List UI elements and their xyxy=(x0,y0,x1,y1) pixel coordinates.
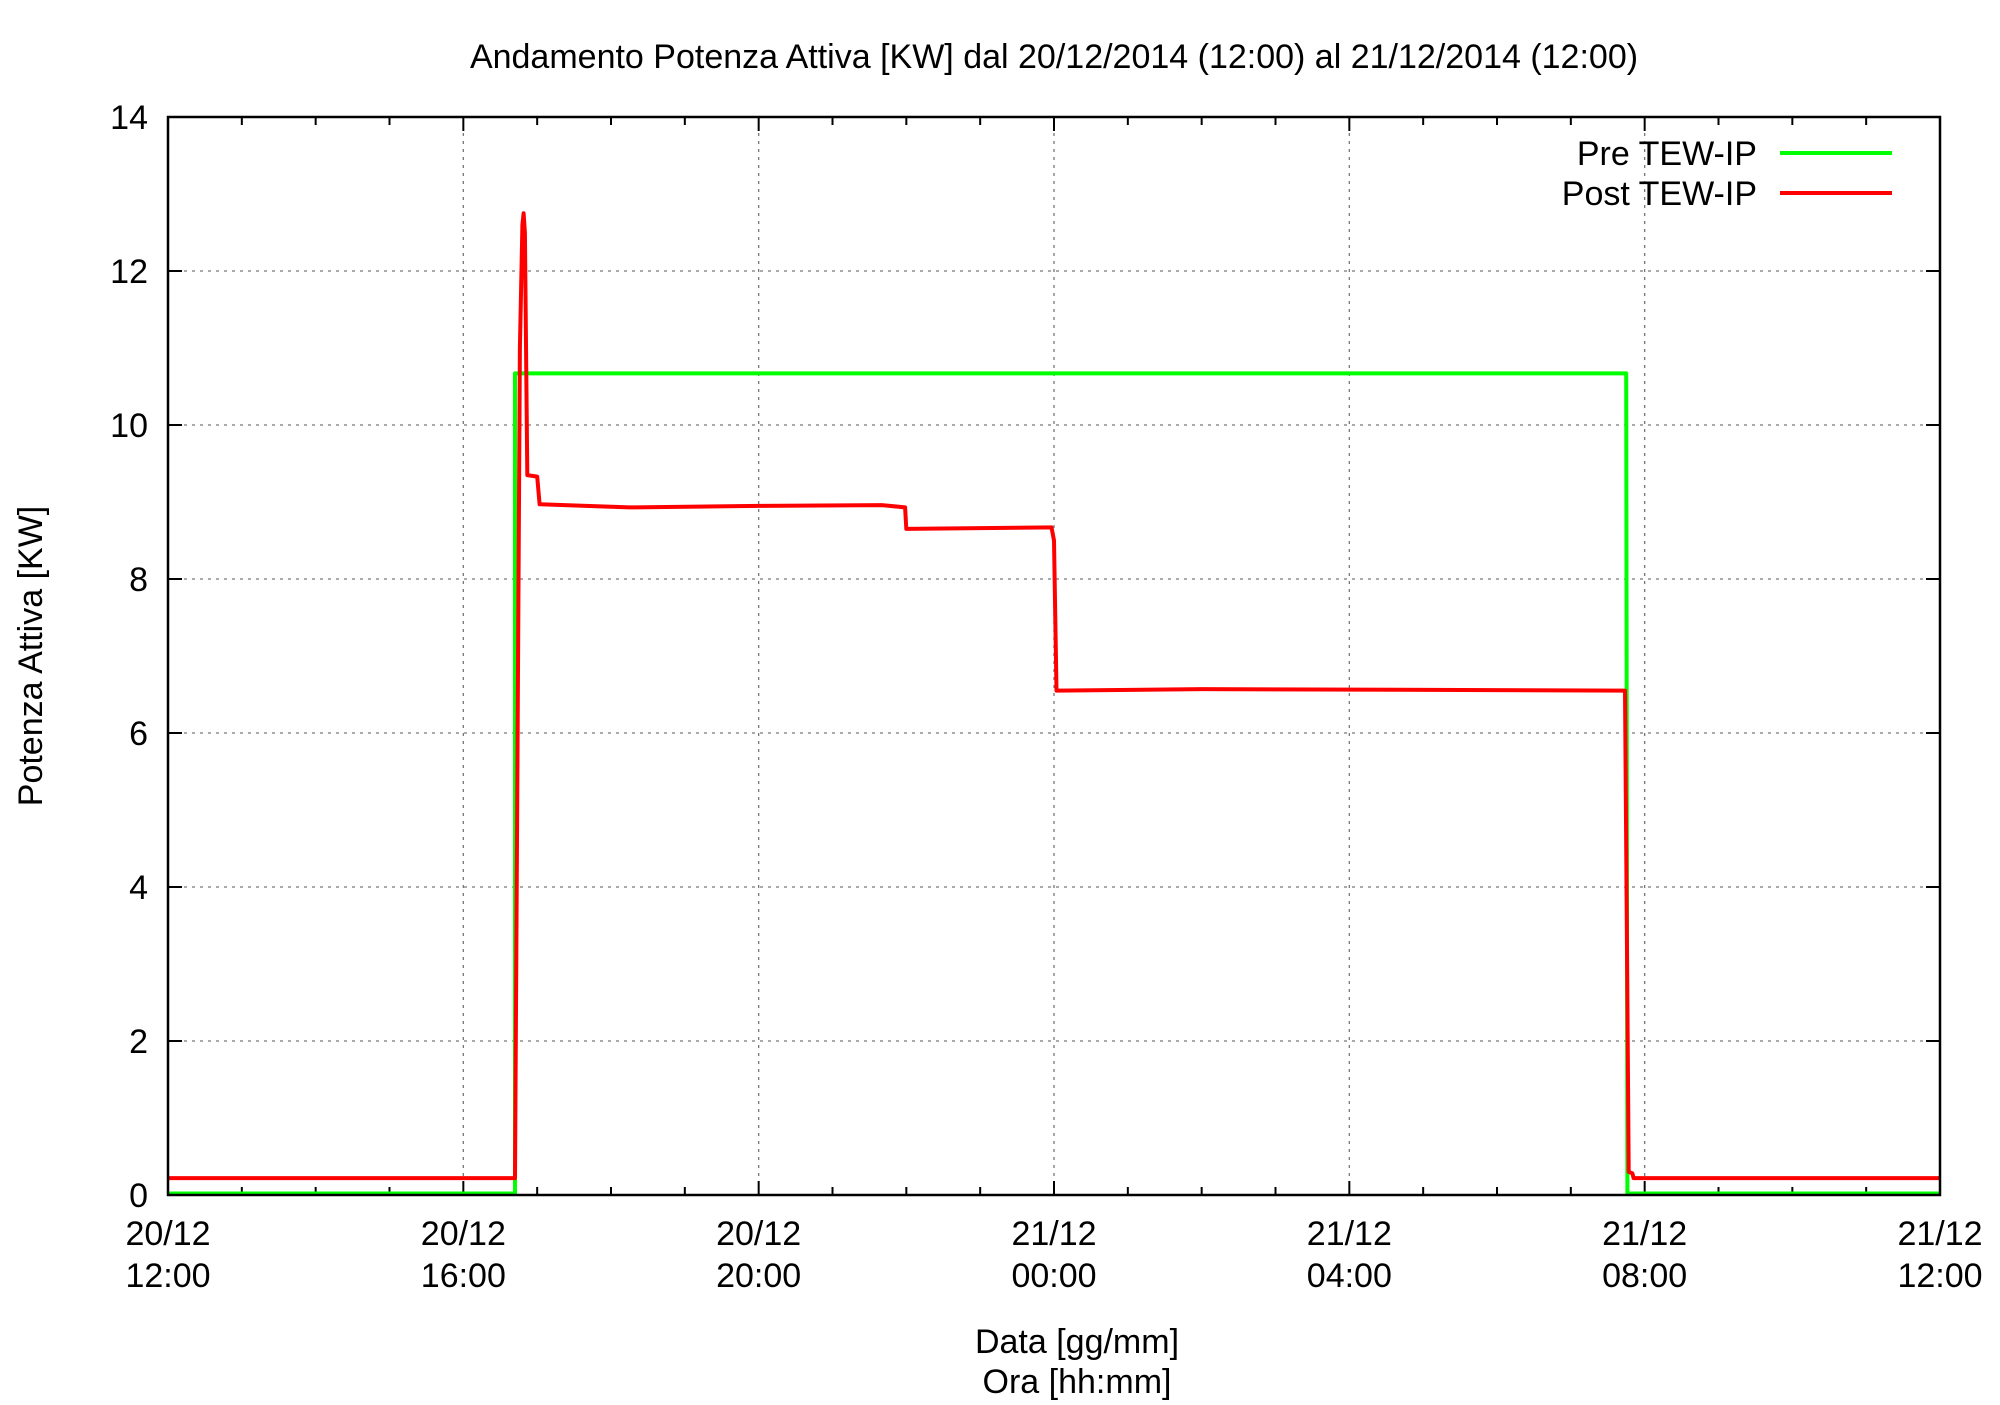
x-tick-label-date: 21/12 xyxy=(1011,1215,1096,1253)
x-tick-label-time: 16:00 xyxy=(421,1257,506,1295)
legend-label-pre: Pre TEW-IP xyxy=(1577,135,1757,173)
x-tick-label-date: 20/12 xyxy=(421,1215,506,1253)
y-tick-label: 0 xyxy=(129,1177,148,1215)
x-tick-label-time: 20:00 xyxy=(716,1257,801,1295)
y-tick-label: 4 xyxy=(129,869,148,907)
chart-title: Andamento Potenza Attiva [KW] dal 20/12/… xyxy=(470,38,1638,76)
x-tick-label-date: 21/12 xyxy=(1897,1215,1982,1253)
x-tick-label-time: 04:00 xyxy=(1307,1257,1392,1295)
x-tick-label-date: 20/12 xyxy=(125,1215,210,1253)
y-axis-label: Potenza Attiva [KW] xyxy=(12,506,50,806)
x-tick-label-date: 21/12 xyxy=(1307,1215,1392,1253)
x-tick-label-time: 08:00 xyxy=(1602,1257,1687,1295)
x-axis-label-date: Data [gg/mm] xyxy=(975,1323,1179,1361)
plot-frame xyxy=(166,115,1942,1197)
legend-label-post: Post TEW-IP xyxy=(1562,175,1757,213)
x-tick-label-time: 12:00 xyxy=(1897,1257,1982,1295)
series-line-pre-tew-ip xyxy=(168,371,1940,1196)
x-tick-label-time: 12:00 xyxy=(125,1257,210,1295)
x-tick-label-time: 00:00 xyxy=(1011,1257,1096,1295)
x-axis-label-time: Ora [hh:mm] xyxy=(983,1363,1172,1400)
legend: Pre TEW-IP Post TEW-IP xyxy=(1562,135,1892,213)
y-tick-label: 8 xyxy=(129,561,148,599)
y-tick-label: 6 xyxy=(129,715,148,753)
y-tick-label: 12 xyxy=(110,253,148,291)
x-tick-label-date: 21/12 xyxy=(1602,1215,1687,1253)
y-tick-label: 14 xyxy=(110,99,148,137)
x-tick-label-date: 20/12 xyxy=(716,1215,801,1253)
series-line-post-tew-ip xyxy=(168,211,1940,1181)
y-tick-label: 10 xyxy=(110,407,148,445)
y-tick-label: 2 xyxy=(129,1023,148,1061)
